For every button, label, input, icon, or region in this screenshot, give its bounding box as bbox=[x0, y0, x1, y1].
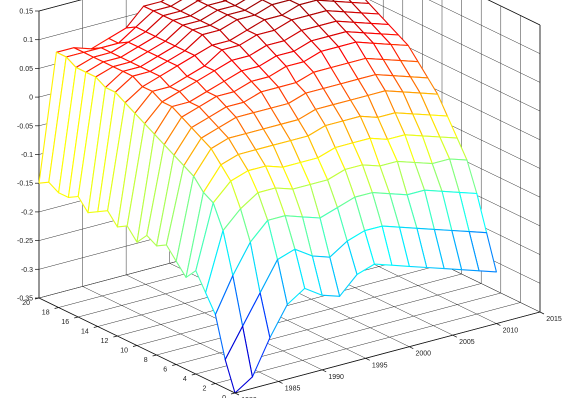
side-wall-grid-line bbox=[369, 0, 541, 83]
y-tick-label: 14 bbox=[81, 329, 89, 336]
floor-grid-line bbox=[215, 302, 521, 384]
side-wall-grid-line bbox=[428, 0, 541, 54]
surface-cell bbox=[224, 325, 253, 394]
floor-grid-line bbox=[136, 264, 443, 346]
box-edge bbox=[487, 0, 541, 26]
x-tick-label: 2005 bbox=[459, 339, 475, 346]
z-tick-label: 0.05 bbox=[19, 66, 33, 73]
x-tick-mark bbox=[539, 311, 545, 315]
y-tick-label: 4 bbox=[183, 376, 187, 383]
z-tick-label: -0.05 bbox=[17, 123, 33, 130]
y-tick-mark bbox=[211, 383, 216, 385]
z-tick-label: 0 bbox=[29, 95, 33, 102]
y-tick-mark bbox=[113, 335, 118, 338]
z-tick-label: -0.15 bbox=[17, 181, 33, 188]
z-tick-label: 0.1 bbox=[23, 37, 33, 44]
y-tick-label: 20 bbox=[22, 300, 30, 307]
y-tick-label: 18 bbox=[42, 310, 50, 317]
x-tick-mark bbox=[321, 369, 327, 373]
x-tick-label: 2010 bbox=[503, 328, 519, 335]
z-tick-label: 0.15 bbox=[19, 9, 33, 16]
y-tick-label: 6 bbox=[163, 367, 167, 374]
tick-labels: 1980198519901995200020052010201502468101… bbox=[17, 9, 562, 398]
x-tick-mark bbox=[234, 392, 240, 396]
floor-grid-line bbox=[156, 273, 462, 356]
x-tick-label: 1985 bbox=[285, 385, 301, 392]
y-tick-label: 10 bbox=[120, 348, 128, 355]
x-tick-mark bbox=[409, 346, 414, 350]
z-tick-label: -0.1 bbox=[21, 152, 33, 159]
back-wall-grid-line bbox=[38, 0, 190, 40]
x-tick-label: 2000 bbox=[415, 351, 431, 358]
y-tick-mark bbox=[54, 307, 59, 309]
z-tick-label: -0.35 bbox=[17, 296, 33, 303]
x-tick-mark bbox=[452, 334, 458, 338]
z-tick-label: -0.2 bbox=[21, 209, 33, 216]
y-tick-mark bbox=[172, 364, 177, 366]
x-tick-label: 1995 bbox=[372, 362, 388, 369]
y-tick-label: 2 bbox=[202, 386, 206, 393]
y-tick-mark bbox=[152, 354, 157, 357]
y-tick-mark bbox=[132, 345, 138, 347]
y-tick-label: 16 bbox=[61, 319, 69, 326]
x-tick-mark bbox=[278, 381, 283, 384]
surface-mesh bbox=[38, 0, 497, 394]
y-tick-label: 0 bbox=[222, 395, 226, 398]
y-tick-mark bbox=[93, 326, 98, 328]
y-tick-label: 8 bbox=[144, 357, 148, 364]
y-tick-mark bbox=[191, 373, 196, 376]
z-tick-label: -0.3 bbox=[21, 267, 33, 274]
x-tick-mark bbox=[496, 323, 501, 326]
z-tick-label: -0.25 bbox=[17, 238, 33, 245]
x-tick-mark bbox=[365, 357, 370, 361]
y-tick-mark bbox=[74, 316, 79, 319]
box-edge bbox=[234, 311, 541, 394]
x-tick-label: 2015 bbox=[546, 316, 562, 323]
y-tick-label: 12 bbox=[101, 338, 109, 345]
x-tick-label: 1990 bbox=[328, 374, 344, 381]
y-tick-mark bbox=[230, 392, 236, 395]
